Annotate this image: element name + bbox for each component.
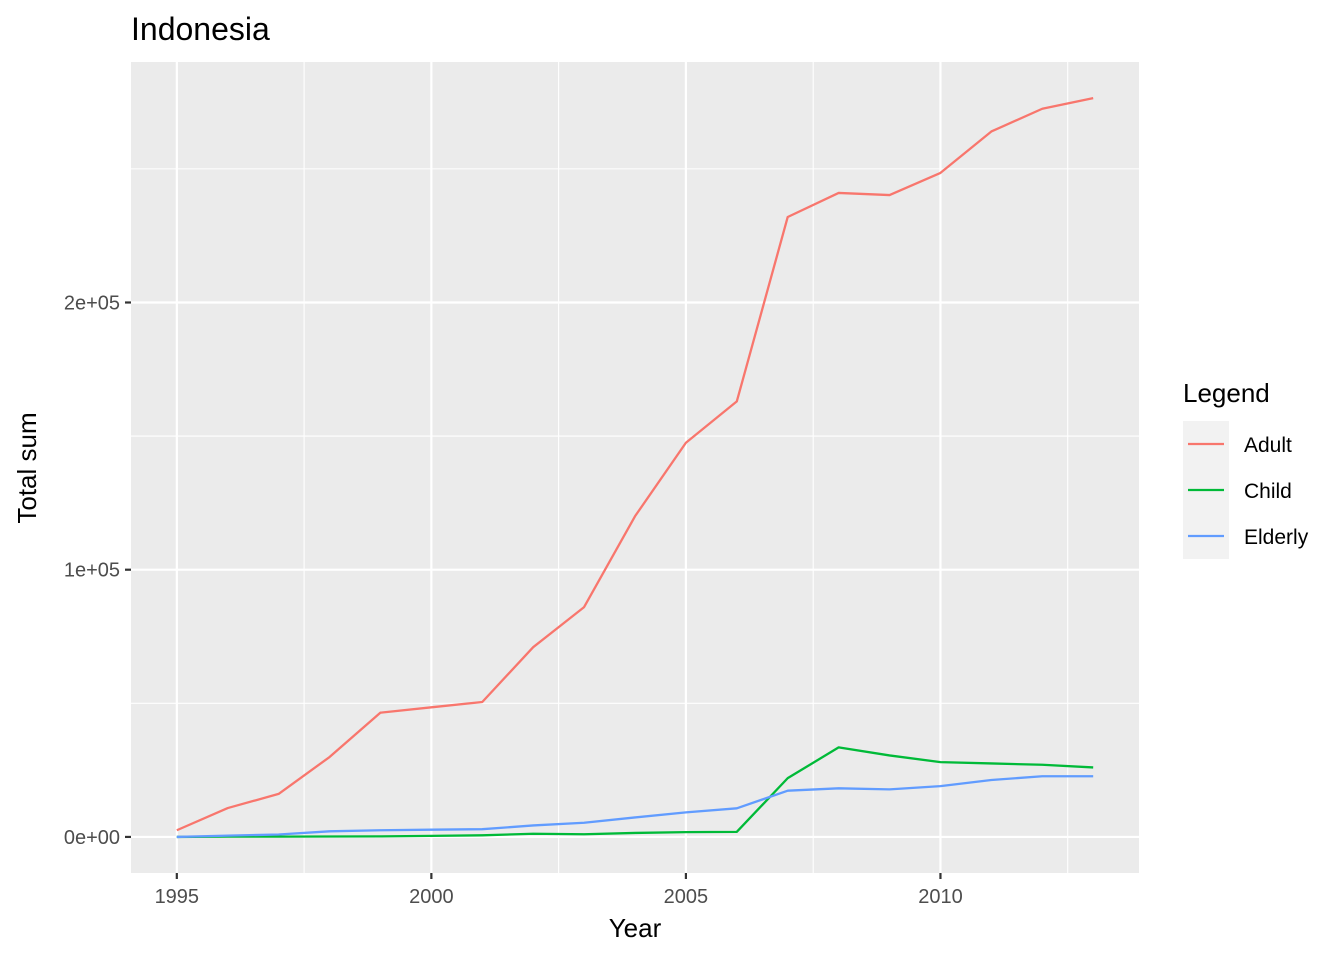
y-axis-title: Total sum <box>12 412 42 523</box>
series-line-adult <box>176 96 1094 832</box>
legend-keys: Adult Child Elderly <box>1183 421 1309 559</box>
legend-label-elderly: Elderly <box>1244 526 1309 549</box>
chart-title: Indonesia <box>131 11 270 47</box>
major-gridlines <box>131 62 1139 873</box>
minor-gridlines <box>131 62 1139 873</box>
legend-label-child: Child <box>1244 480 1292 503</box>
series-line-elderly <box>176 775 1094 839</box>
legend: Legend Adult Child Elderly <box>1183 378 1309 559</box>
tick-labels: 1995 2000 2005 2010 0e+00 1e+05 2e+05 <box>64 292 963 908</box>
x-tick-label: 2000 <box>409 886 454 908</box>
legend-title: Legend <box>1183 378 1270 408</box>
series-line-child <box>176 746 1094 839</box>
plot-panel <box>131 62 1139 873</box>
x-tick-label: 2005 <box>664 886 709 908</box>
y-tick-label: 0e+00 <box>64 827 120 849</box>
y-tick-label: 1e+05 <box>64 560 120 582</box>
x-tick-label: 2010 <box>918 886 963 908</box>
legend-label-adult: Adult <box>1244 434 1292 457</box>
axis-ticks <box>125 301 942 879</box>
y-tick-label: 2e+05 <box>64 292 120 314</box>
series-lines <box>176 96 1094 839</box>
x-axis-title: Year <box>609 913 662 943</box>
x-tick-label: 1995 <box>155 886 200 908</box>
